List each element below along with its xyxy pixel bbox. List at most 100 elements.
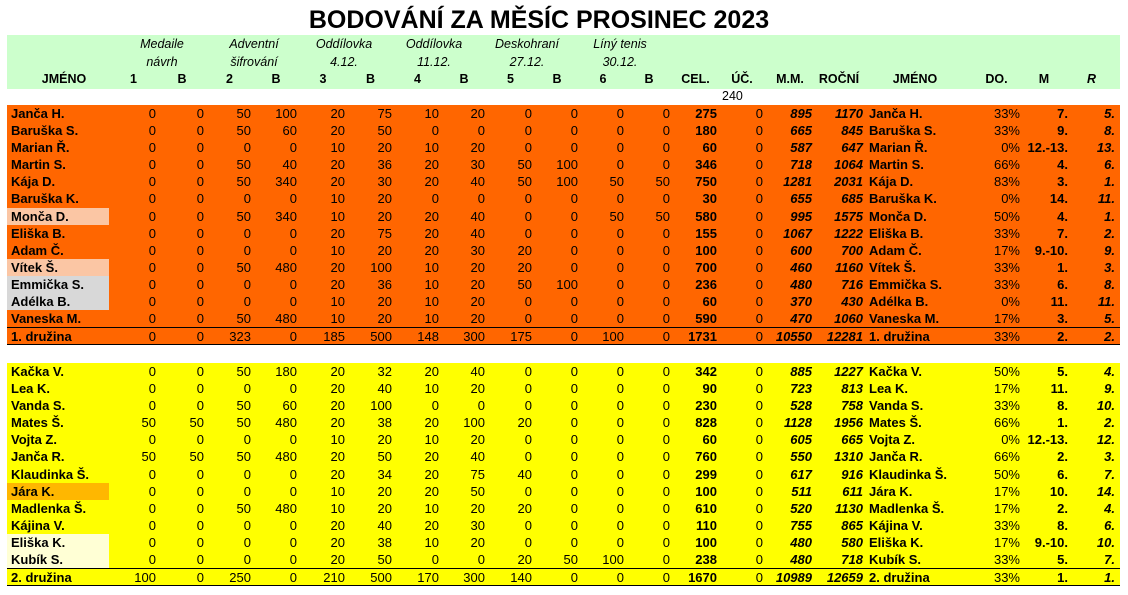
- cell-col-15: 895: [790, 106, 812, 121]
- cell-col-12: 0: [662, 517, 670, 533]
- cell-col-17: Janča R.: [869, 449, 923, 465]
- cell-col-11: 0: [616, 364, 624, 379]
- cell-col-17: Kubík S.: [869, 552, 922, 568]
- cell-col-14: 0: [755, 294, 763, 310]
- cell-col-0: Marian Ř.: [11, 140, 70, 156]
- cell-col-4: 0: [289, 466, 297, 482]
- cell-col-2: 0: [196, 276, 204, 292]
- cell-col-15: 995: [790, 208, 812, 224]
- cell-col-0: Klaudinka Š.: [11, 466, 90, 482]
- cell-col-2: 0: [196, 552, 204, 568]
- cell-col-11: 0: [616, 570, 624, 586]
- cell-col-4: 0: [289, 483, 297, 499]
- cell-col-4: 0: [289, 225, 297, 241]
- cell-col-11: 0: [616, 157, 624, 173]
- cell-col-2: 0: [196, 364, 204, 379]
- cell-col-2: 0: [196, 140, 204, 156]
- page-title: BODOVÁNÍ ZA MĚSÍC PROSINEC 2023: [308, 6, 770, 34]
- header-col-12: B: [644, 72, 654, 86]
- cell-col-16: 845: [841, 123, 863, 139]
- cell-col-2: 0: [196, 534, 204, 550]
- cell-col-2: 0: [196, 466, 204, 482]
- cell-col-3: 0: [243, 381, 251, 397]
- cell-col-16: 716: [841, 276, 863, 292]
- cell-col-7: 10: [424, 106, 439, 121]
- cell-col-17: 1. družina: [869, 329, 930, 345]
- cell-col-13: 30: [702, 191, 717, 207]
- cell-col-19: 11.: [1050, 381, 1068, 397]
- cell-col-17: Kačka V.: [869, 364, 923, 379]
- cell-col-18: 33%: [993, 259, 1020, 275]
- cell-col-10: 0: [570, 311, 578, 327]
- cell-col-3: 0: [243, 534, 251, 550]
- cell-col-20: 11.: [1097, 294, 1115, 310]
- cell-col-4: 40: [282, 157, 297, 173]
- cell-col-18: 33%: [993, 225, 1020, 241]
- cell-col-17: Eliška K.: [869, 534, 924, 550]
- cell-col-14: 0: [755, 276, 763, 292]
- cell-col-10: 100: [556, 276, 578, 292]
- cell-col-17: Kája D.: [869, 174, 914, 190]
- cell-col-8: 40: [470, 174, 485, 190]
- cell-col-8: 0: [477, 123, 485, 139]
- cell-col-4: 0: [289, 276, 297, 292]
- cell-col-5: 20: [330, 106, 345, 121]
- cell-col-6: 36: [377, 276, 392, 292]
- cell-col-13: 275: [695, 106, 717, 121]
- cell-col-1: 0: [148, 191, 156, 207]
- cell-col-4: 60: [282, 123, 297, 139]
- cell-col-17: Vojta Z.: [869, 432, 915, 448]
- cell-col-16: 1227: [834, 364, 863, 379]
- cell-col-7: 170: [417, 570, 439, 586]
- cell-col-2: 0: [196, 208, 204, 224]
- cell-col-11: 0: [616, 311, 624, 327]
- cell-col-6: 50: [377, 552, 392, 568]
- cell-col-15: 723: [790, 381, 812, 397]
- cell-col-7: 20: [424, 483, 439, 499]
- cell-col-9: 0: [524, 432, 532, 448]
- cell-col-19: 8.: [1057, 517, 1068, 533]
- cell-col-12: 0: [662, 225, 670, 241]
- cell-col-12: 0: [662, 466, 670, 482]
- cell-col-8: 50: [470, 483, 485, 499]
- cell-col-10: 0: [570, 449, 578, 465]
- cell-col-18: 17%: [993, 242, 1020, 258]
- table-row: Jára K. 0 0 0 0 10 20 20 50 0 0 0 0 100 0 511 611 Jára K.…: [7, 482, 1120, 500]
- cell-col-17: Baruška S.: [869, 123, 937, 139]
- cell-col-2: 0: [196, 517, 204, 533]
- cell-col-6: 50: [377, 123, 392, 139]
- cell-col-6: 500: [370, 329, 392, 345]
- cell-col-6: 38: [377, 534, 392, 550]
- table-row: Madlenka Š. 0 0 50 480 10 20 10 20 20 0 0 0 610 0 520 11…: [7, 500, 1120, 517]
- cell-col-16: 1170: [835, 106, 863, 121]
- cell-col-14: 0: [755, 552, 763, 568]
- cell-col-11: 0: [616, 415, 624, 431]
- cell-col-17: Jára K.: [869, 483, 913, 499]
- cell-col-5: 185: [323, 329, 345, 345]
- cell-col-0: Mates Š.: [11, 415, 64, 431]
- cell-col-6: 20: [377, 311, 392, 327]
- cell-col-1: 0: [148, 242, 156, 258]
- cell-col-0: Kája D.: [11, 174, 56, 190]
- uc-value: 240: [722, 89, 743, 103]
- cell-col-14: 0: [755, 225, 763, 241]
- cell-col-17: Madlenka Š.: [869, 500, 945, 516]
- cell-col-3: 0: [243, 432, 251, 448]
- cell-col-15: 718: [790, 157, 812, 173]
- cell-col-1: 0: [148, 466, 156, 482]
- cell-col-9: 0: [524, 398, 532, 414]
- table-row: Vanda S. 0 0 50 60 20 100 0 0 0 0 0 0 230 0 528 758 Vanda…: [7, 397, 1120, 414]
- header-col-5: 3: [319, 72, 327, 86]
- cell-col-5: 10: [330, 140, 345, 156]
- cell-col-5: 10: [330, 500, 345, 516]
- cell-col-15: 480: [790, 552, 812, 568]
- cell-col-9: 0: [524, 311, 532, 327]
- cell-col-5: 20: [330, 552, 345, 568]
- cell-col-14: 0: [755, 534, 763, 550]
- cell-col-17: Martin S.: [869, 157, 924, 173]
- cell-col-10: 50: [563, 552, 578, 568]
- cell-col-4: 480: [275, 311, 297, 327]
- cell-col-14: 0: [755, 259, 763, 275]
- cell-col-10: 0: [570, 259, 578, 275]
- cell-col-5: 20: [330, 259, 345, 275]
